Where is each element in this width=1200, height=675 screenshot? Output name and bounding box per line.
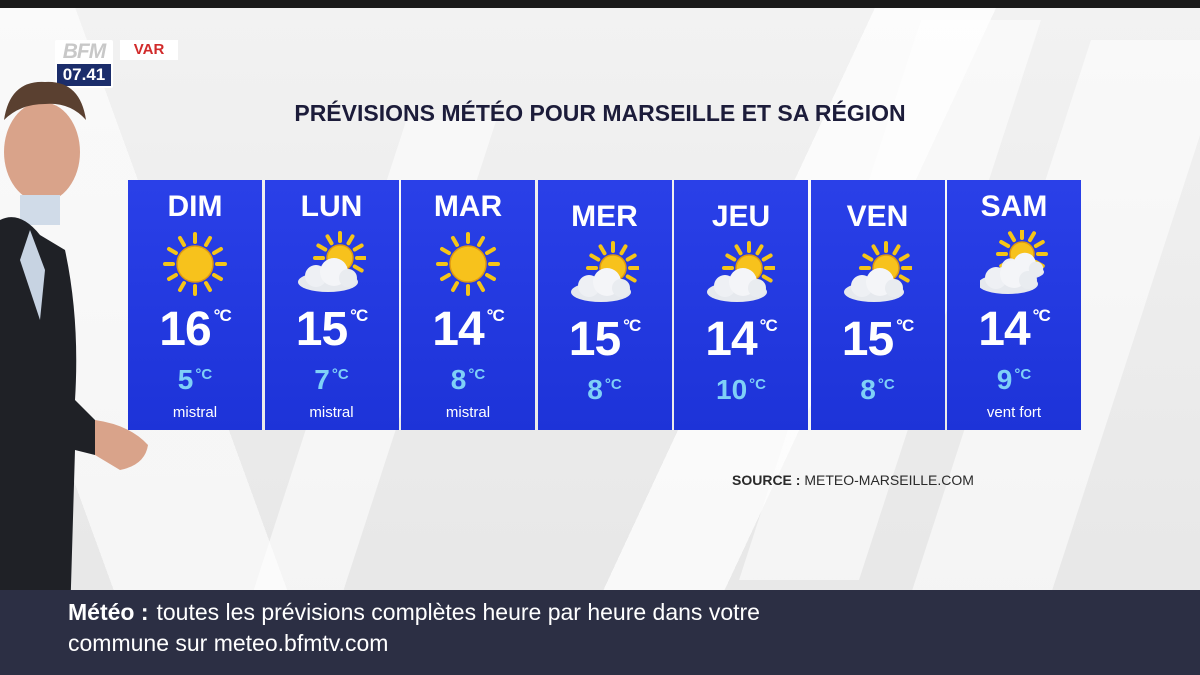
high-temp-unit: °C: [759, 316, 778, 335]
low-temp-unit: °C: [749, 376, 766, 393]
low-temp: 7 °C: [265, 364, 399, 396]
ticker-line-2: commune sur meteo.bfmtv.com: [68, 630, 389, 656]
source-value: METEO-MARSEILLE.COM: [804, 472, 974, 488]
presenter: [0, 81, 148, 620]
high-temp: 14 °C: [674, 312, 808, 367]
low-temp: 8 °C: [401, 364, 535, 396]
high-temp-unit: °C: [623, 316, 641, 335]
source-label: SOURCE :: [732, 472, 801, 488]
high-temp-value: 15: [841, 313, 894, 366]
day-name: JEU: [711, 200, 771, 233]
low-temp-unit: °C: [1014, 366, 1032, 383]
sun-behind-cloud-icon: [843, 241, 912, 302]
wind-note: mistral: [309, 404, 354, 421]
low-temp-value: 8: [587, 374, 603, 405]
day-name: LUN: [300, 190, 363, 223]
sun-icon: [436, 232, 500, 296]
low-temp-value: 9: [996, 364, 1013, 395]
high-temp-value: 14: [978, 303, 1030, 356]
high-temp-value: 15: [295, 303, 348, 356]
low-temp-value: 5: [177, 364, 194, 395]
sun-behind-cloud-icon: [707, 241, 775, 302]
high-temp: 15 °C: [811, 312, 945, 367]
low-temp-value: 7: [314, 364, 330, 395]
high-temp: 15 °C: [265, 302, 399, 357]
low-temp-unit: °C: [195, 366, 213, 383]
high-temp-value: 14: [432, 303, 484, 356]
day-panel-ven: VEN 15 °C 8 °C: [810, 180, 945, 430]
high-temp: 14 °C: [947, 302, 1081, 357]
source-credit: SOURCE : METEO-MARSEILLE.COM: [732, 472, 974, 488]
high-temp-unit: °C: [1032, 306, 1051, 325]
news-ticker: Météo : toutes les prévisions complètes h…: [0, 590, 1200, 675]
day-name: MER: [571, 200, 638, 233]
sun-icon: [163, 232, 227, 296]
wind-note: mistral: [172, 404, 218, 421]
high-temp-unit: °C: [350, 306, 368, 325]
low-temp: 8 °C: [538, 374, 672, 406]
wind-note: vent fort: [986, 404, 1042, 421]
sun-behind-cloud-icon: [297, 231, 366, 292]
high-temp-unit: °C: [896, 316, 914, 335]
high-temp: 14 °C: [401, 302, 535, 357]
high-temp-unit: °C: [486, 306, 505, 325]
day-name: VEN: [846, 200, 909, 233]
high-temp-value: 15: [568, 313, 621, 366]
day-name: MAR: [433, 190, 503, 223]
low-temp-unit: °C: [877, 376, 895, 393]
day-name: DIM: [167, 190, 223, 223]
sun-behind-cloud-icon: [570, 241, 639, 302]
day-panel-dim: DIM 16 °C 5 °C mistral: [128, 180, 262, 430]
high-temp-value: 16: [159, 303, 211, 356]
low-temp-unit: °C: [468, 366, 486, 383]
low-temp: 8 °C: [811, 374, 945, 406]
region-tag: VAR: [120, 40, 178, 60]
low-temp-value: 10: [716, 374, 748, 405]
day-panel-mar: MAR 14 °C 8 °C mistral: [401, 180, 535, 430]
low-temp-unit: °C: [604, 376, 622, 393]
low-temp: 9 °C: [947, 364, 1081, 396]
day-panel-lun: LUN 15 °C 7 °C mistral: [264, 180, 399, 430]
low-temp-value: 8: [450, 364, 467, 395]
ticker-heading: Météo :: [68, 599, 149, 625]
channel-logo: BFM 07.41: [55, 40, 113, 88]
day-name: SAM: [980, 190, 1048, 223]
low-temp-unit: °C: [331, 366, 349, 383]
day-panel-mer: MER 15 °C 8 °C: [537, 180, 672, 430]
day-panel-sam: SAM 14 °C 9 °C vent fort: [947, 180, 1081, 430]
low-temp: 5 °C: [128, 364, 262, 396]
high-temp: 15 °C: [538, 312, 672, 367]
forecast-grid: DIM 16 °C 5 °C mistral LUN 15 °C 7 °C mistral MAR 14…: [128, 180, 1082, 430]
high-temp-unit: °C: [213, 306, 232, 325]
ticker-text-1: toutes les prévisions complètes heure pa…: [156, 599, 760, 625]
clock: 07.41: [57, 64, 111, 86]
logo-brand: BFM: [62, 40, 107, 63]
low-temp: 10 °C: [674, 374, 808, 406]
ticker-line-1: Météo : toutes les prévisions complètes h…: [68, 599, 760, 626]
low-temp-value: 8: [860, 374, 876, 405]
top-bar: [0, 0, 1200, 8]
wind-note: mistral: [445, 404, 491, 421]
day-panel-jeu: JEU 14 °C 10 °C: [674, 180, 808, 430]
sun-behind-clouds-icon: [980, 230, 1048, 294]
page-title: PRÉVISIONS MÉTÉO POUR MARSEILLE ET SA RÉ…: [294, 100, 906, 126]
high-temp-value: 14: [705, 313, 757, 366]
high-temp: 16 °C: [128, 302, 262, 357]
